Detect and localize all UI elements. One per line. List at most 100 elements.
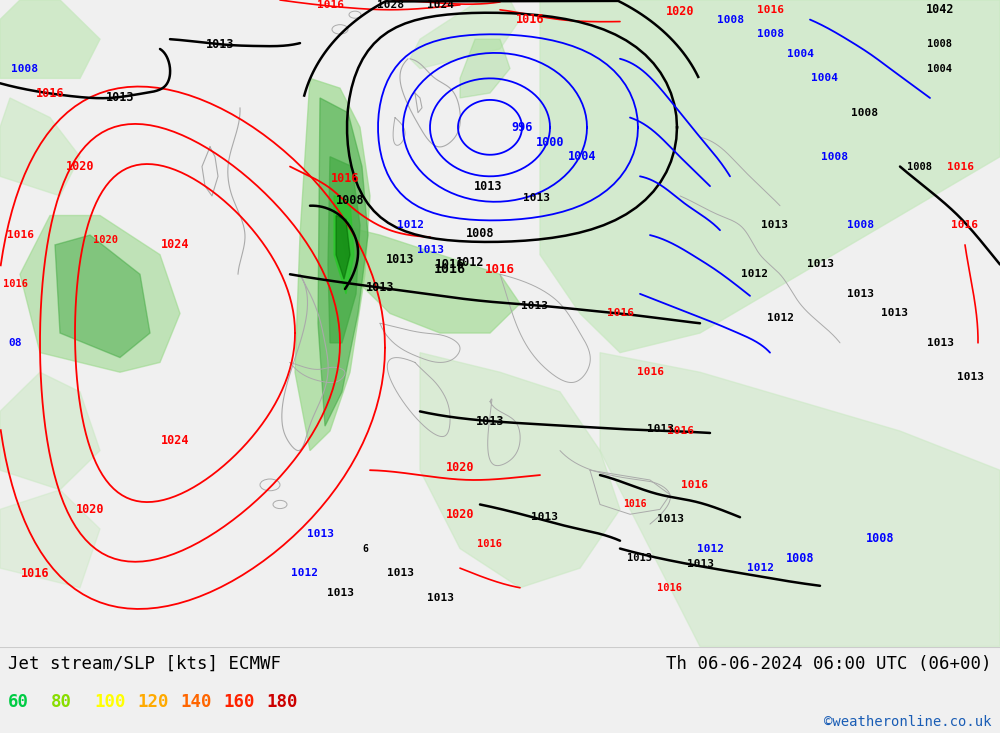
Text: 1008: 1008 bbox=[928, 39, 952, 49]
Text: 1016: 1016 bbox=[658, 583, 682, 593]
Polygon shape bbox=[0, 372, 100, 490]
Text: 140: 140 bbox=[180, 693, 212, 711]
Text: 1020: 1020 bbox=[66, 160, 94, 173]
Polygon shape bbox=[600, 353, 1000, 647]
Text: 1013: 1013 bbox=[846, 289, 874, 299]
Text: 1016: 1016 bbox=[434, 263, 466, 276]
Text: 1013: 1013 bbox=[326, 588, 354, 597]
Text: Th 06-06-2024 06:00 UTC (06+00): Th 06-06-2024 06:00 UTC (06+00) bbox=[666, 655, 992, 673]
Text: 1020: 1020 bbox=[446, 461, 474, 474]
Polygon shape bbox=[55, 235, 150, 358]
Text: 1016: 1016 bbox=[7, 230, 34, 240]
Text: 1008: 1008 bbox=[716, 15, 744, 25]
Polygon shape bbox=[540, 0, 1000, 353]
Text: 1016: 1016 bbox=[316, 0, 344, 10]
Text: 160: 160 bbox=[223, 693, 254, 711]
Text: 1013: 1013 bbox=[426, 592, 454, 603]
Text: 1013: 1013 bbox=[646, 424, 674, 434]
Text: 1013: 1013 bbox=[686, 559, 714, 570]
Text: 1013: 1013 bbox=[386, 253, 414, 266]
Text: 1012: 1012 bbox=[767, 313, 794, 323]
Text: 100: 100 bbox=[94, 693, 126, 711]
Text: 1013: 1013 bbox=[762, 221, 788, 230]
Text: 80: 80 bbox=[51, 693, 72, 711]
Text: 1016: 1016 bbox=[331, 172, 359, 185]
Polygon shape bbox=[334, 196, 354, 294]
Text: 1020: 1020 bbox=[92, 235, 118, 245]
Text: 1016: 1016 bbox=[666, 426, 694, 436]
Text: 1016: 1016 bbox=[946, 161, 974, 172]
Text: 1004: 1004 bbox=[812, 73, 838, 84]
Polygon shape bbox=[0, 0, 100, 78]
Text: 1013: 1013 bbox=[366, 281, 394, 293]
Text: 1020: 1020 bbox=[666, 5, 694, 18]
Text: 1008: 1008 bbox=[12, 64, 38, 73]
Text: 1013: 1013 bbox=[522, 301, 548, 311]
Text: 1024: 1024 bbox=[161, 434, 189, 447]
Polygon shape bbox=[20, 216, 180, 372]
Text: 1016: 1016 bbox=[478, 539, 503, 549]
Text: 1024: 1024 bbox=[426, 0, 454, 10]
Text: 6: 6 bbox=[362, 544, 368, 553]
Text: 1016: 1016 bbox=[435, 258, 465, 271]
Text: 1016: 1016 bbox=[682, 480, 708, 490]
Polygon shape bbox=[420, 353, 620, 588]
Text: 1000: 1000 bbox=[536, 136, 564, 149]
Text: 1013: 1013 bbox=[882, 309, 908, 318]
Polygon shape bbox=[295, 78, 370, 451]
Polygon shape bbox=[340, 225, 520, 333]
Text: 1016: 1016 bbox=[952, 221, 978, 230]
Text: 1028: 1028 bbox=[376, 0, 404, 10]
Text: 1016: 1016 bbox=[2, 279, 28, 289]
Text: 1016: 1016 bbox=[36, 86, 64, 100]
Text: 1013: 1013 bbox=[806, 259, 834, 270]
Text: 1008: 1008 bbox=[336, 194, 364, 207]
Polygon shape bbox=[410, 0, 520, 69]
Text: 1012: 1012 bbox=[742, 269, 768, 279]
Text: 1013: 1013 bbox=[306, 528, 334, 539]
Text: 1008: 1008 bbox=[846, 221, 874, 230]
Polygon shape bbox=[336, 216, 350, 279]
Text: 1020: 1020 bbox=[76, 503, 104, 516]
Text: 1024: 1024 bbox=[161, 238, 189, 251]
Text: 1013: 1013 bbox=[416, 245, 444, 255]
Polygon shape bbox=[328, 157, 360, 343]
Text: 1013: 1013 bbox=[206, 37, 234, 51]
Text: 1013: 1013 bbox=[956, 372, 984, 382]
Text: 180: 180 bbox=[266, 693, 298, 711]
Text: 1012: 1012 bbox=[396, 221, 424, 230]
Text: 1016: 1016 bbox=[637, 367, 664, 377]
Text: Jet stream/SLP [kts] ECMWF: Jet stream/SLP [kts] ECMWF bbox=[8, 655, 281, 673]
Text: 1008: 1008 bbox=[786, 552, 814, 565]
Text: 1008: 1008 bbox=[852, 108, 879, 118]
Text: 1013: 1013 bbox=[926, 338, 954, 348]
Polygon shape bbox=[460, 39, 510, 98]
Text: 1013: 1013 bbox=[474, 180, 502, 193]
Text: 1008: 1008 bbox=[466, 226, 494, 240]
Text: 1020: 1020 bbox=[446, 508, 474, 520]
Text: 1012: 1012 bbox=[292, 568, 318, 578]
Text: 1004: 1004 bbox=[786, 49, 814, 59]
Text: 1013: 1013 bbox=[106, 92, 134, 105]
Text: 1013: 1013 bbox=[628, 553, 652, 564]
Text: 1012: 1012 bbox=[746, 563, 774, 573]
Text: 1013: 1013 bbox=[476, 415, 504, 428]
Text: ©weatheronline.co.uk: ©weatheronline.co.uk bbox=[824, 715, 992, 729]
Text: 1004: 1004 bbox=[568, 150, 596, 163]
Text: 1016: 1016 bbox=[485, 263, 515, 276]
Text: 1013: 1013 bbox=[386, 568, 414, 578]
Text: 1012: 1012 bbox=[696, 544, 724, 553]
Polygon shape bbox=[0, 98, 80, 196]
Text: 996: 996 bbox=[511, 121, 533, 134]
Text: 1016: 1016 bbox=[623, 499, 647, 509]
Text: 08: 08 bbox=[8, 338, 22, 348]
Text: 1042: 1042 bbox=[926, 3, 954, 16]
Text: 1016: 1016 bbox=[21, 567, 49, 580]
Text: 1016: 1016 bbox=[757, 5, 784, 15]
Text: 60: 60 bbox=[8, 693, 29, 711]
Text: 1008: 1008 bbox=[822, 152, 848, 162]
Text: 1016: 1016 bbox=[516, 13, 544, 26]
Text: 1008: 1008 bbox=[908, 161, 932, 172]
Text: 1013: 1013 bbox=[522, 193, 550, 203]
Text: 1013: 1013 bbox=[532, 512, 558, 522]
